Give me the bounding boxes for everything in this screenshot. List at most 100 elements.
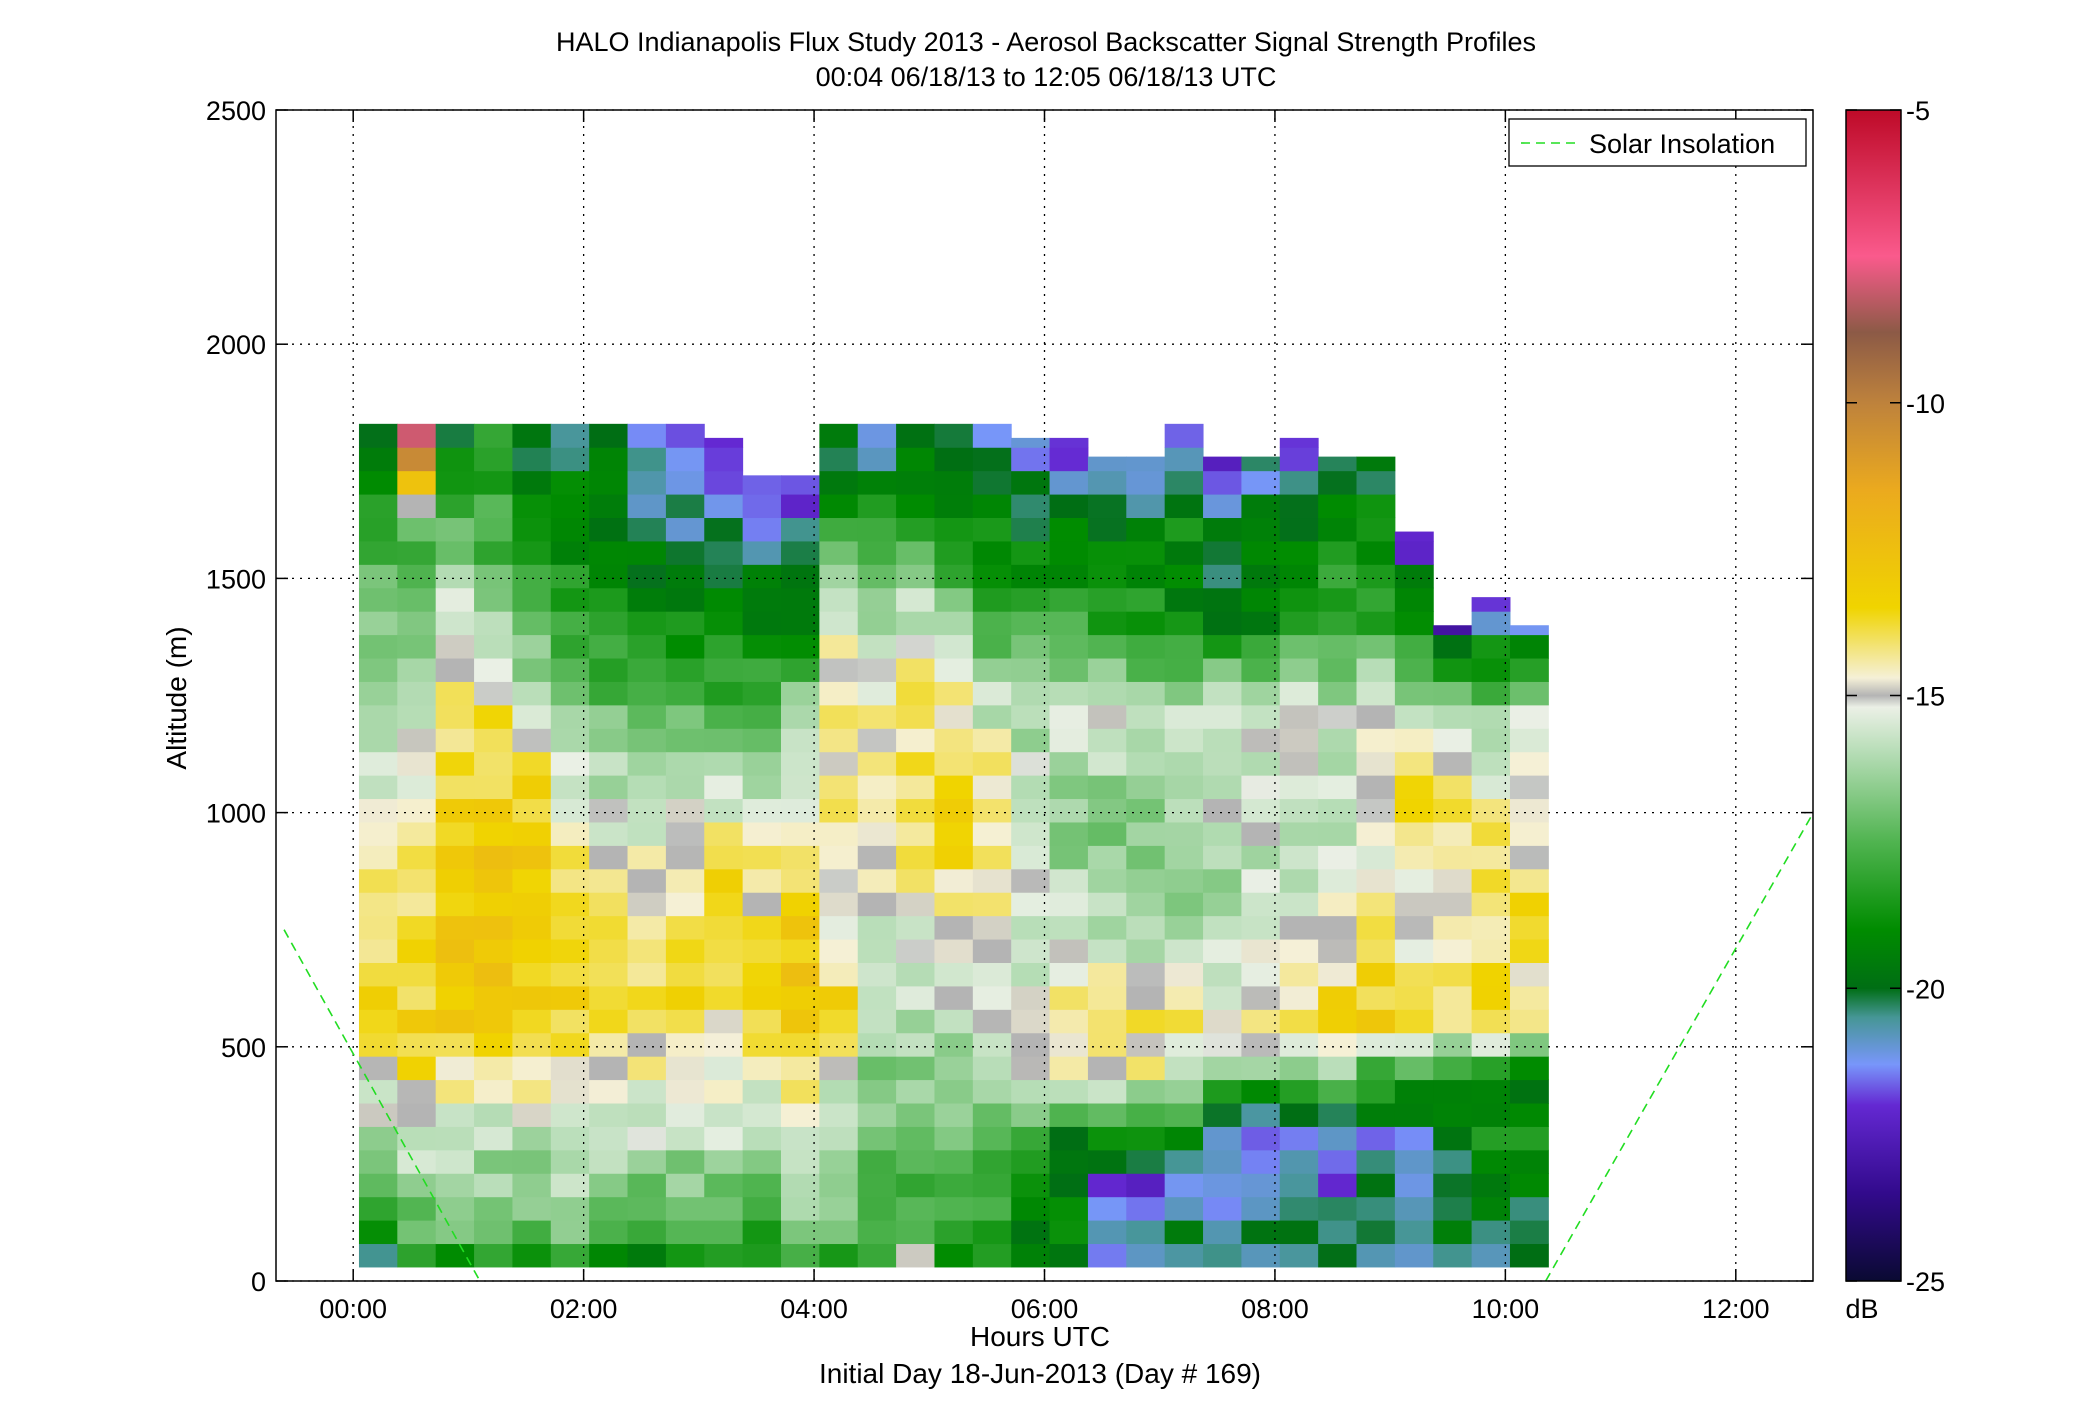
heatmap-cell — [972, 1103, 1012, 1127]
heatmap-cell — [1356, 775, 1396, 800]
heatmap-cell — [550, 704, 590, 729]
heatmap-cell — [1126, 1149, 1166, 1174]
heatmap-cell — [1011, 704, 1051, 729]
heatmap-cell — [1049, 564, 1089, 589]
heatmap-cell — [857, 821, 897, 846]
heatmap-cell — [397, 751, 437, 776]
heatmap-cell — [435, 798, 475, 823]
solar-insolation-lines — [283, 816, 1812, 1282]
heatmap-cell — [435, 494, 475, 519]
heatmap-cell — [1203, 962, 1242, 987]
heatmap-cell — [397, 798, 437, 823]
heatmap-cell — [665, 704, 705, 729]
heatmap-cell — [589, 845, 629, 870]
heatmap-cell — [627, 1196, 667, 1221]
heatmap-cell — [1049, 892, 1089, 917]
heatmap-cell — [627, 915, 667, 940]
x-tick-label: 04:00 — [780, 1294, 848, 1324]
heatmap-cell — [1164, 939, 1204, 963]
heatmap-cell — [1394, 1126, 1434, 1151]
heatmap-cell — [1509, 1009, 1549, 1034]
heatmap-cell — [704, 845, 744, 870]
heatmap-cell — [397, 845, 437, 870]
heatmap-cell — [1433, 821, 1473, 846]
x-tick-label: 00:00 — [319, 1294, 387, 1324]
heatmap-cell — [1049, 1173, 1089, 1198]
heatmap-cell — [512, 1009, 552, 1034]
heatmap-cell — [704, 1196, 744, 1221]
heatmap-cell — [1126, 540, 1166, 565]
heatmap-cell — [857, 658, 897, 682]
heatmap-cell — [742, 1220, 782, 1245]
heatmap-cell — [1011, 892, 1051, 917]
heatmap-cell — [550, 962, 590, 987]
heatmap-cell — [512, 939, 552, 963]
heatmap-cell — [742, 1056, 782, 1081]
heatmap-cell — [1471, 892, 1511, 917]
heatmap-cell — [1164, 985, 1204, 1010]
heatmap-cell — [1318, 658, 1358, 682]
heatmap-cell — [397, 470, 437, 495]
heatmap-cell — [781, 1126, 820, 1151]
heatmap-cell — [1471, 868, 1511, 893]
heatmap-cell — [1241, 1032, 1281, 1057]
heatmap-cell — [358, 447, 398, 472]
heatmap-cell — [1433, 892, 1473, 917]
heatmap-cell — [1433, 1079, 1473, 1104]
heatmap-cell — [1087, 985, 1127, 1010]
heatmap-cell — [1318, 1009, 1358, 1034]
heatmap-cell — [358, 845, 398, 870]
heatmap-cell — [1164, 423, 1204, 448]
heatmap-cell — [665, 517, 705, 542]
heatmap-cell — [1164, 751, 1204, 776]
heatmap-cell — [934, 845, 974, 870]
heatmap-cell — [435, 845, 475, 870]
heatmap-cell — [1126, 728, 1166, 753]
heatmap-cell — [1279, 1079, 1319, 1104]
heatmap-cell — [474, 1103, 513, 1127]
heatmap-cell — [1394, 985, 1434, 1010]
heatmap-cell — [1509, 1173, 1549, 1198]
heatmap-cell — [742, 634, 782, 659]
heatmap-cell — [1011, 1220, 1051, 1245]
heatmap-cell — [1356, 1173, 1396, 1198]
heatmap-cell — [934, 634, 974, 659]
heatmap-cell — [1049, 634, 1089, 659]
heatmap-cell — [665, 1056, 705, 1081]
heatmap-cell — [896, 494, 935, 519]
heatmap-cell — [1356, 962, 1396, 987]
heatmap-cell — [934, 704, 974, 729]
heatmap-cell — [896, 1149, 935, 1174]
heatmap-cell — [781, 1056, 820, 1081]
heatmap-cell — [1279, 564, 1319, 589]
heatmap-cell — [550, 892, 590, 917]
heatmap-cell — [1279, 845, 1319, 870]
heatmap-cell — [1318, 456, 1358, 472]
heatmap-cell — [1203, 1009, 1242, 1034]
heatmap-cell — [1433, 1173, 1473, 1198]
heatmap-cell — [972, 751, 1012, 776]
heatmap-cell — [1087, 704, 1127, 729]
heatmap-cell — [1049, 1149, 1089, 1174]
heatmap-cell — [435, 658, 475, 682]
heatmap-cell — [781, 798, 820, 823]
heatmap-cell — [1203, 775, 1242, 800]
heatmap-cell — [1471, 1103, 1511, 1127]
heatmap-cell — [857, 1243, 897, 1268]
heatmap-cell — [1203, 1243, 1242, 1268]
heatmap-cell — [896, 728, 935, 753]
heatmap-cell — [1241, 1243, 1281, 1268]
heatmap-cell — [1126, 868, 1166, 893]
heatmap-cell — [550, 728, 590, 753]
heatmap-cell — [474, 868, 513, 893]
heatmap-cell — [550, 775, 590, 800]
heatmap-cell — [742, 868, 782, 893]
heatmap-cell — [1126, 751, 1166, 776]
heatmap-cell — [474, 985, 513, 1010]
heatmap-cell — [742, 681, 782, 706]
heatmap-cell — [1164, 1079, 1204, 1104]
heatmap-cell — [1011, 985, 1051, 1010]
heatmap-cell — [857, 775, 897, 800]
heatmap-cell — [819, 1103, 859, 1127]
heatmap-cell — [781, 634, 820, 659]
